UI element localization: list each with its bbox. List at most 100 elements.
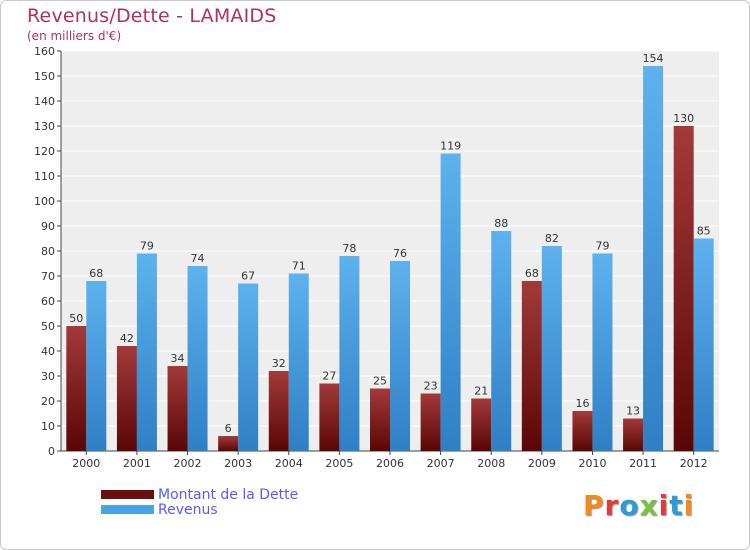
legend-label-revenus: Revenus: [158, 501, 218, 518]
x-tick-label: 2008: [477, 457, 505, 470]
x-tick-label: 2010: [578, 457, 606, 470]
bar-revenus: [440, 153, 461, 451]
y-tick-label: 160: [34, 45, 55, 58]
legend: Montant de la Dette Revenus: [101, 486, 299, 518]
x-tick-label: 2000: [72, 457, 100, 470]
bar-dette: [521, 281, 542, 451]
data-label-revenus: 76: [393, 247, 407, 260]
data-label-revenus: 74: [191, 252, 205, 265]
x-tick-label: 2003: [224, 457, 252, 470]
bar-revenus: [339, 256, 360, 451]
bar-revenus: [643, 66, 664, 451]
bar-dette: [572, 411, 593, 451]
y-tick-label: 10: [41, 420, 55, 433]
y-tick-label: 100: [34, 195, 55, 208]
legend-label-dette: Montant de la Dette: [158, 486, 299, 503]
data-label-dette: 42: [120, 332, 134, 345]
y-tick-label: 20: [41, 395, 55, 408]
data-label-dette: 16: [575, 397, 589, 410]
bar-dette: [623, 418, 644, 451]
bar-dette: [370, 388, 390, 451]
y-tick-label: 120: [34, 145, 55, 158]
y-tick-label: 50: [41, 320, 55, 333]
data-label-dette: 130: [673, 112, 694, 125]
bar-dette: [116, 346, 137, 451]
bar-dette: [471, 398, 492, 451]
data-label-revenus: 79: [140, 240, 154, 253]
data-label-dette: 27: [322, 370, 336, 383]
x-tick-label: 2005: [325, 457, 353, 470]
chart-subtitle: (en milliers d'€): [27, 29, 122, 43]
data-label-revenus: 71: [292, 260, 306, 273]
bar-dette: [319, 383, 340, 451]
proxiti-logo: Proxiti: [583, 489, 694, 522]
logo-letter: x: [639, 489, 659, 522]
data-label-dette: 23: [424, 380, 438, 393]
bar-revenus: [238, 283, 259, 451]
x-tick-label: 2009: [528, 457, 556, 470]
data-label-dette: 32: [272, 357, 286, 370]
bar-dette: [66, 326, 87, 451]
bar-revenus: [390, 261, 410, 451]
bar-revenus: [693, 238, 714, 451]
bar-dette: [420, 393, 441, 451]
bar-revenus: [187, 266, 208, 451]
data-label-revenus: 85: [697, 225, 711, 238]
bar-revenus: [491, 231, 512, 451]
logo-letter: i: [658, 489, 670, 522]
y-tick-label: 90: [41, 220, 55, 233]
bar-dette: [673, 126, 694, 451]
bar-revenus: [136, 253, 157, 451]
x-tick-label: 2012: [680, 457, 708, 470]
legend-item-dette: Montant de la Dette: [101, 486, 299, 503]
y-tick-label: 140: [34, 95, 55, 108]
y-tick-label: 80: [41, 245, 55, 258]
y-tick-label: 70: [41, 270, 55, 283]
data-label-revenus: 68: [89, 267, 103, 280]
data-label-revenus: 154: [643, 52, 664, 65]
logo-letter: t: [669, 489, 684, 522]
x-tick-label: 2002: [174, 457, 202, 470]
data-label-revenus: 119: [440, 140, 461, 153]
x-tick-label: 2007: [427, 457, 455, 470]
bar-dette: [268, 371, 289, 451]
data-label-dette: 50: [69, 312, 83, 325]
logo-letter: i: [683, 489, 695, 522]
bar-dette: [167, 366, 188, 451]
bar-revenus: [541, 246, 562, 451]
legend-swatch-revenus: [101, 505, 154, 514]
legend-item-revenus: Revenus: [101, 501, 298, 518]
x-tick-label: 2011: [629, 457, 657, 470]
data-label-dette: 68: [525, 267, 539, 280]
bar-dette: [218, 436, 239, 451]
y-tick-label: 130: [34, 120, 55, 133]
y-tick-label: 40: [41, 345, 55, 358]
bar-revenus: [288, 273, 309, 451]
data-label-revenus: 67: [241, 270, 255, 283]
logo-letter: P: [583, 489, 605, 522]
y-tick-label: 0: [48, 445, 55, 458]
data-label-revenus: 88: [494, 217, 508, 230]
logo-letter: o: [619, 489, 640, 522]
data-label-revenus: 79: [595, 240, 609, 253]
x-tick-label: 2001: [123, 457, 151, 470]
y-tick-label: 150: [34, 70, 55, 83]
y-tick-label: 30: [41, 370, 55, 383]
y-tick-label: 60: [41, 295, 55, 308]
data-label-dette: 13: [626, 405, 640, 418]
x-tick-label: 2004: [275, 457, 303, 470]
y-tick-label: 110: [34, 170, 55, 183]
data-label-dette: 6: [225, 422, 232, 435]
data-label-dette: 21: [474, 385, 488, 398]
legend-swatch-dette: [101, 490, 154, 499]
x-tick-label: 2006: [376, 457, 404, 470]
logo-letter: r: [604, 489, 620, 522]
bar-revenus: [86, 281, 107, 451]
bar-revenus: [592, 253, 613, 451]
chart-title: Revenus/Dette - LAMAIDS: [27, 5, 277, 27]
data-label-revenus: 78: [342, 242, 356, 255]
data-label-dette: 25: [373, 375, 387, 388]
data-label-revenus: 82: [545, 232, 559, 245]
